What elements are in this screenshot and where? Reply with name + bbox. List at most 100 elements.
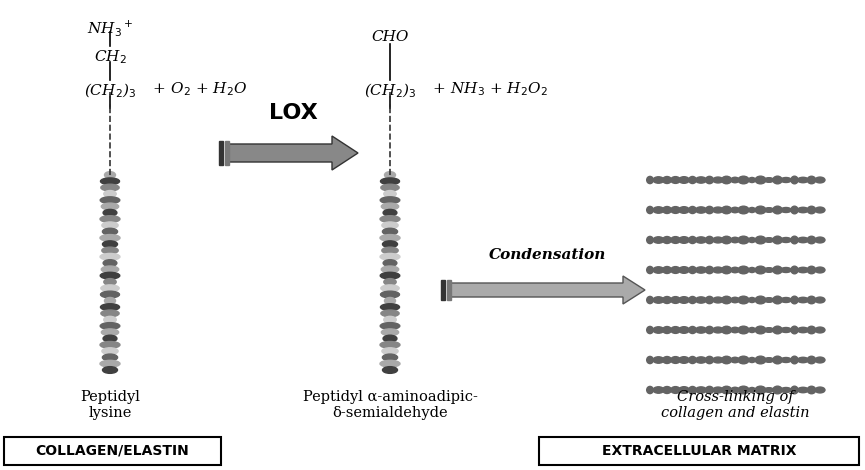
Ellipse shape	[780, 387, 791, 392]
Ellipse shape	[706, 386, 714, 394]
Ellipse shape	[105, 298, 116, 304]
Ellipse shape	[382, 354, 398, 361]
Ellipse shape	[731, 267, 740, 273]
Ellipse shape	[807, 206, 816, 214]
Ellipse shape	[670, 297, 680, 304]
Ellipse shape	[721, 236, 732, 244]
Ellipse shape	[748, 387, 755, 392]
Text: Peptidyl
lysine: Peptidyl lysine	[80, 390, 140, 420]
Ellipse shape	[663, 386, 671, 393]
Ellipse shape	[706, 356, 714, 364]
Text: CH$_2$: CH$_2$	[93, 48, 126, 66]
Ellipse shape	[105, 172, 116, 178]
Ellipse shape	[689, 386, 696, 393]
Ellipse shape	[721, 356, 732, 364]
Ellipse shape	[791, 356, 798, 364]
Ellipse shape	[713, 387, 723, 393]
Ellipse shape	[380, 235, 400, 241]
Ellipse shape	[798, 267, 809, 273]
Ellipse shape	[695, 177, 707, 183]
Ellipse shape	[695, 387, 707, 393]
Ellipse shape	[780, 298, 791, 303]
Ellipse shape	[663, 357, 671, 363]
Ellipse shape	[381, 322, 400, 329]
Ellipse shape	[670, 236, 680, 243]
Ellipse shape	[104, 279, 116, 285]
Ellipse shape	[383, 260, 397, 266]
Ellipse shape	[721, 206, 732, 214]
Ellipse shape	[738, 386, 749, 394]
Ellipse shape	[695, 237, 707, 243]
Ellipse shape	[755, 176, 766, 184]
Ellipse shape	[381, 285, 399, 291]
Ellipse shape	[385, 172, 395, 178]
Ellipse shape	[100, 291, 119, 298]
Ellipse shape	[381, 266, 399, 273]
Ellipse shape	[100, 342, 120, 348]
Ellipse shape	[381, 310, 399, 317]
Ellipse shape	[381, 291, 400, 298]
Ellipse shape	[748, 298, 755, 303]
Ellipse shape	[695, 207, 707, 213]
Ellipse shape	[798, 177, 809, 183]
Ellipse shape	[780, 178, 791, 182]
Ellipse shape	[765, 268, 773, 272]
Ellipse shape	[772, 206, 782, 214]
Ellipse shape	[380, 216, 400, 222]
Ellipse shape	[815, 327, 825, 333]
Ellipse shape	[381, 304, 400, 311]
Ellipse shape	[807, 326, 816, 334]
Ellipse shape	[689, 176, 696, 184]
Ellipse shape	[706, 176, 714, 184]
Ellipse shape	[381, 222, 398, 229]
FancyBboxPatch shape	[4, 437, 221, 465]
Ellipse shape	[713, 297, 723, 303]
Ellipse shape	[384, 190, 396, 197]
Ellipse shape	[748, 267, 755, 273]
Ellipse shape	[647, 236, 653, 243]
Ellipse shape	[772, 266, 782, 274]
Ellipse shape	[738, 296, 749, 304]
Text: Cross-linking of
collagen and elastin: Cross-linking of collagen and elastin	[661, 390, 810, 420]
Ellipse shape	[670, 327, 680, 333]
Ellipse shape	[104, 316, 116, 323]
Ellipse shape	[382, 367, 398, 373]
Ellipse shape	[679, 266, 689, 274]
Ellipse shape	[748, 358, 755, 362]
Text: Peptidyl α-aminoadipic-
δ-semialdehyde: Peptidyl α-aminoadipic- δ-semialdehyde	[303, 390, 477, 420]
Ellipse shape	[381, 203, 399, 210]
Ellipse shape	[780, 358, 791, 362]
Ellipse shape	[748, 237, 755, 243]
Ellipse shape	[706, 236, 714, 243]
Ellipse shape	[738, 356, 749, 364]
Ellipse shape	[384, 298, 395, 304]
Ellipse shape	[755, 266, 766, 274]
Ellipse shape	[381, 329, 399, 336]
Ellipse shape	[380, 360, 400, 367]
Ellipse shape	[713, 207, 723, 213]
Ellipse shape	[679, 327, 689, 333]
Ellipse shape	[102, 354, 118, 361]
Ellipse shape	[713, 357, 723, 363]
Ellipse shape	[100, 322, 119, 329]
Ellipse shape	[663, 206, 671, 213]
Text: EXTRACELLULAR MATRIX: EXTRACELLULAR MATRIX	[602, 444, 797, 458]
Ellipse shape	[670, 387, 680, 393]
Ellipse shape	[102, 348, 119, 354]
Ellipse shape	[738, 266, 749, 274]
Ellipse shape	[679, 297, 689, 303]
Ellipse shape	[101, 266, 119, 273]
Ellipse shape	[670, 266, 680, 274]
Ellipse shape	[738, 236, 749, 244]
Ellipse shape	[706, 206, 714, 214]
Ellipse shape	[695, 327, 707, 333]
Ellipse shape	[663, 236, 671, 243]
Ellipse shape	[679, 237, 689, 243]
Ellipse shape	[653, 177, 664, 183]
Ellipse shape	[647, 206, 653, 213]
Ellipse shape	[798, 387, 809, 393]
Ellipse shape	[791, 266, 798, 274]
Ellipse shape	[772, 296, 782, 304]
Ellipse shape	[713, 237, 723, 243]
FancyBboxPatch shape	[539, 437, 859, 465]
